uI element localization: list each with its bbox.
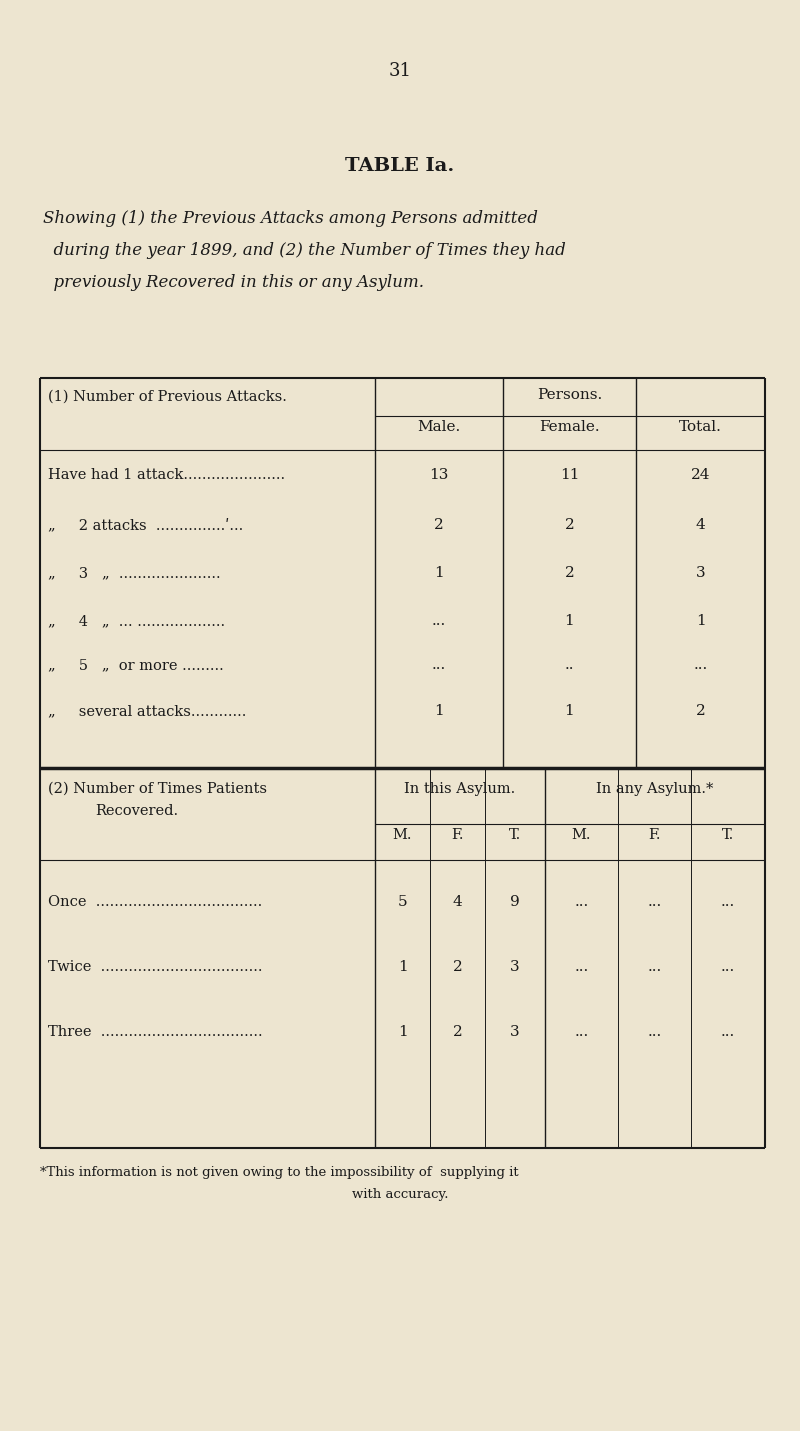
Text: 1: 1: [434, 567, 444, 580]
Text: during the year 1899, and (2) the Number of Times they had: during the year 1899, and (2) the Number…: [43, 242, 566, 259]
Text: T.: T.: [722, 829, 734, 841]
Text: ...: ...: [647, 894, 662, 909]
Text: ...: ...: [647, 960, 662, 975]
Text: Total.: Total.: [679, 421, 722, 434]
Text: Male.: Male.: [418, 421, 461, 434]
Text: 3: 3: [510, 1025, 520, 1039]
Text: Recovered.: Recovered.: [95, 804, 178, 819]
Text: 4: 4: [453, 894, 462, 909]
Text: „     2 attacks  ...............ʹ...: „ 2 attacks ...............ʹ...: [48, 518, 243, 532]
Text: Twice  ...................................: Twice ..................................…: [48, 960, 262, 975]
Text: 2: 2: [565, 518, 574, 532]
Text: ...: ...: [574, 1025, 589, 1039]
Text: 24: 24: [690, 468, 710, 482]
Text: F.: F.: [451, 829, 464, 841]
Text: 4: 4: [696, 518, 706, 532]
Text: with accuracy.: with accuracy.: [352, 1188, 448, 1201]
Text: ...: ...: [432, 614, 446, 628]
Text: F.: F.: [648, 829, 661, 841]
Text: 9: 9: [510, 894, 520, 909]
Text: 3: 3: [696, 567, 706, 580]
Text: ...: ...: [694, 658, 708, 673]
Text: „     several attacks............: „ several attacks............: [48, 704, 246, 718]
Text: ...: ...: [721, 894, 735, 909]
Text: 1: 1: [398, 960, 407, 975]
Text: T.: T.: [509, 829, 521, 841]
Text: 3: 3: [510, 960, 520, 975]
Text: previously Recovered in this or any Asylum.: previously Recovered in this or any Asyl…: [43, 273, 424, 290]
Text: 11: 11: [560, 468, 579, 482]
Text: ...: ...: [721, 1025, 735, 1039]
Text: TABLE Ia.: TABLE Ia.: [346, 157, 454, 175]
Text: Have had 1 attack......................: Have had 1 attack......................: [48, 468, 285, 482]
Text: 5: 5: [398, 894, 407, 909]
Text: ...: ...: [574, 894, 589, 909]
Text: ...: ...: [721, 960, 735, 975]
Text: 1: 1: [434, 704, 444, 718]
Text: Persons.: Persons.: [538, 388, 602, 402]
Text: Showing (1) the Previous Attacks among Persons admitted: Showing (1) the Previous Attacks among P…: [43, 210, 538, 228]
Text: 2: 2: [696, 704, 706, 718]
Text: *This information is not given owing to the impossibility of  supplying it: *This information is not given owing to …: [40, 1166, 518, 1179]
Text: ...: ...: [647, 1025, 662, 1039]
Text: Once  ....................................: Once ...................................…: [48, 894, 262, 909]
Text: 2: 2: [565, 567, 574, 580]
Text: 1: 1: [565, 614, 574, 628]
Text: 1: 1: [398, 1025, 407, 1039]
Text: M.: M.: [572, 829, 591, 841]
Text: 13: 13: [430, 468, 449, 482]
Text: Female.: Female.: [539, 421, 600, 434]
Text: 2: 2: [453, 960, 462, 975]
Text: In any Asylum.*: In any Asylum.*: [596, 781, 714, 796]
Text: In this Asylum.: In this Asylum.: [404, 781, 516, 796]
Text: ...: ...: [432, 658, 446, 673]
Text: Three  ...................................: Three ..................................…: [48, 1025, 262, 1039]
Text: 2: 2: [434, 518, 444, 532]
Text: „     5   „  or more .........: „ 5 „ or more .........: [48, 658, 224, 673]
Text: 1: 1: [696, 614, 706, 628]
Text: (2) Number of Times Patients: (2) Number of Times Patients: [48, 781, 267, 796]
Text: „     4   „  ... ...................: „ 4 „ ... ...................: [48, 614, 225, 628]
Text: (1) Number of Previous Attacks.: (1) Number of Previous Attacks.: [48, 391, 287, 404]
Text: ..: ..: [565, 658, 574, 673]
Text: 31: 31: [389, 62, 411, 80]
Text: 2: 2: [453, 1025, 462, 1039]
Text: ...: ...: [574, 960, 589, 975]
Text: 1: 1: [565, 704, 574, 718]
Text: M.: M.: [393, 829, 412, 841]
Text: „     3   „  ......................: „ 3 „ ......................: [48, 567, 221, 580]
